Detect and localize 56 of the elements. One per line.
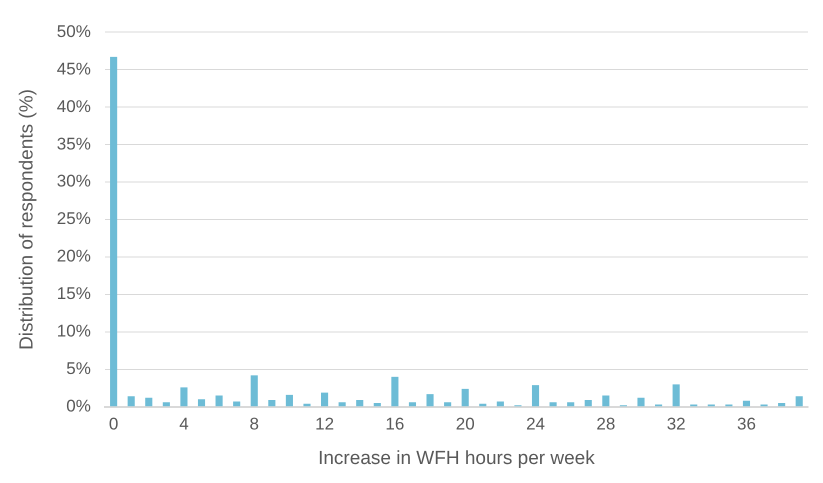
- bar: [496, 402, 504, 406]
- x-tick-label: 4: [179, 414, 189, 434]
- y-tick-label: 25%: [56, 209, 91, 228]
- bar: [479, 404, 486, 406]
- bar: [602, 396, 610, 406]
- y-tick-label: 45%: [56, 59, 91, 78]
- y-tick-label: 15%: [56, 284, 91, 304]
- bar: [462, 388, 469, 406]
- y-tick-label: 50%: [56, 22, 91, 41]
- bar: [250, 375, 258, 406]
- x-tick-label: 12: [315, 414, 334, 434]
- y-tick-label: 10%: [56, 322, 91, 341]
- bar: [338, 402, 346, 406]
- x-tick-label: 36: [737, 414, 756, 434]
- bar: [778, 403, 786, 406]
- x-tick-label: 16: [385, 414, 404, 434]
- bar: [426, 394, 434, 406]
- bar: [567, 402, 574, 406]
- bar: [321, 392, 328, 406]
- y-tick-label: 30%: [56, 172, 91, 191]
- x-tick-label: 32: [666, 414, 686, 434]
- bar: [408, 402, 416, 406]
- y-tick-label: 5%: [66, 359, 91, 378]
- x-tick-label: 0: [108, 414, 118, 434]
- y-tick-label: 40%: [56, 96, 91, 116]
- y-tick-label: 0%: [66, 396, 91, 416]
- bar: [180, 387, 188, 406]
- x-tick-label: 24: [526, 414, 545, 434]
- x-tick-label: 8: [250, 414, 259, 434]
- bar: [110, 56, 118, 406]
- bar: [128, 396, 135, 406]
- bar: [532, 385, 540, 406]
- bar: [444, 402, 452, 406]
- bar: [742, 400, 750, 406]
- bar: [268, 400, 276, 406]
- bar: [356, 400, 364, 406]
- y-tick-label: 35%: [56, 134, 91, 154]
- bar: [796, 396, 803, 406]
- bar: [550, 402, 557, 406]
- y-axis-title: Distribution of respondents (%): [16, 89, 38, 350]
- bar: [637, 398, 645, 406]
- bar: [286, 394, 293, 406]
- bar: [672, 384, 680, 406]
- bar: [145, 398, 152, 406]
- bar: [162, 402, 170, 406]
- bar: [374, 403, 381, 406]
- bar: [584, 400, 592, 406]
- x-tick-label: 20: [456, 414, 475, 434]
- bar: [198, 399, 206, 406]
- y-tick-label: 20%: [56, 246, 91, 266]
- bar: [303, 404, 311, 406]
- bar: [391, 376, 398, 406]
- x-tick-label: 28: [596, 414, 616, 434]
- bar: [233, 402, 240, 406]
- bar: [216, 396, 223, 406]
- x-axis-title: Increase in WFH hours per week: [318, 448, 596, 469]
